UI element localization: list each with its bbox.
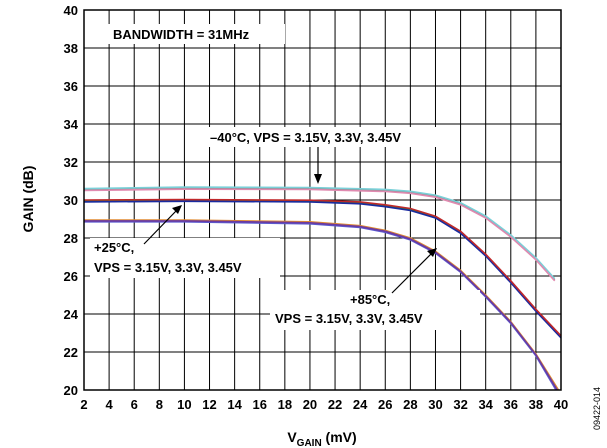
room-annotation-line2: VPS = 3.15V, 3.3V, 3.45V (94, 260, 242, 275)
hot-label-box (270, 290, 480, 330)
y-tick-label: 24 (64, 307, 79, 322)
room-annotation-line1: +25°C, (94, 240, 134, 255)
x-tick-label: 4 (105, 397, 113, 412)
x-tick-label: 10 (177, 397, 191, 412)
series-line-9 (84, 220, 558, 391)
y-tick-label: 40 (64, 3, 78, 18)
x-tick-label: 40 (554, 397, 568, 412)
hot-annotation-line1: +85°C, (350, 292, 390, 307)
room-label-box (90, 238, 280, 278)
y-tick-label: 28 (64, 231, 78, 246)
x-tick-labels: 2 4 6 8 10 12 14 16 18 20 22 24 26 28 30 32 34 36 38 40 (80, 397, 568, 412)
room-arrow (143, 209, 178, 245)
x-tick-label: 18 (278, 397, 292, 412)
y-tick-label: 20 (64, 383, 78, 398)
y-tick-label: 22 (64, 345, 78, 360)
y-tick-label: 32 (64, 155, 78, 170)
y-tick-label: 36 (64, 79, 78, 94)
cold-arrowhead (314, 174, 322, 184)
x-tick-label: 24 (353, 397, 368, 412)
y-tick-label: 38 (64, 41, 78, 56)
x-tick-label: 16 (253, 397, 267, 412)
x-tick-label: 36 (504, 397, 518, 412)
plot-frame (83, 9, 562, 391)
series-line-6 (83, 198, 562, 337)
y-axis-label: GAIN (dB) (20, 166, 36, 233)
x-axis-label-unit: (mV) (322, 429, 357, 445)
hot-annotation-line2: VPS = 3.15V, 3.3V, 3.45V (275, 311, 423, 326)
x-tick-label: 2 (80, 397, 87, 412)
cold-label-box (205, 127, 455, 147)
series-line-3 (83, 188, 556, 282)
x-tick-label: 20 (303, 397, 317, 412)
x-tick-label: 12 (202, 397, 216, 412)
hot-arrowhead (427, 248, 437, 257)
bandwidth-label: BANDWIDTH = 31MHz (113, 27, 250, 42)
x-tick-label: 14 (227, 397, 242, 412)
series-line-2 (83, 186, 556, 280)
room-arrowhead (172, 205, 182, 214)
hot-arrow (391, 252, 433, 294)
x-tick-label: 28 (403, 397, 417, 412)
x-tick-label: 32 (453, 397, 467, 412)
x-tick-label: 38 (529, 397, 543, 412)
series-line-5 (83, 200, 562, 339)
x-axis-label: VGAIN (mV) (287, 429, 356, 448)
x-axis-label-main: V (287, 429, 297, 445)
x-tick-label: 22 (328, 397, 342, 412)
cold-annotation: –40°C, VPS = 3.15V, 3.3V, 3.45V (210, 130, 401, 145)
y-tick-label: 26 (64, 269, 78, 284)
y-tick-labels: 20 22 24 26 28 30 32 34 36 38 40 (64, 3, 79, 398)
figure-id: 09422-014 (592, 387, 602, 430)
x-tick-label: 26 (378, 397, 392, 412)
x-tick-label: 30 (428, 397, 442, 412)
y-tick-label: 34 (64, 117, 79, 132)
y-tick-label: 30 (64, 193, 78, 208)
bandwidth-label-box (108, 24, 285, 44)
x-tick-label: 8 (156, 397, 163, 412)
x-tick-label: 6 (131, 397, 138, 412)
x-axis-label-sub: GAIN (297, 438, 322, 448)
x-tick-label: 34 (478, 397, 493, 412)
series-lines (83, 186, 562, 391)
